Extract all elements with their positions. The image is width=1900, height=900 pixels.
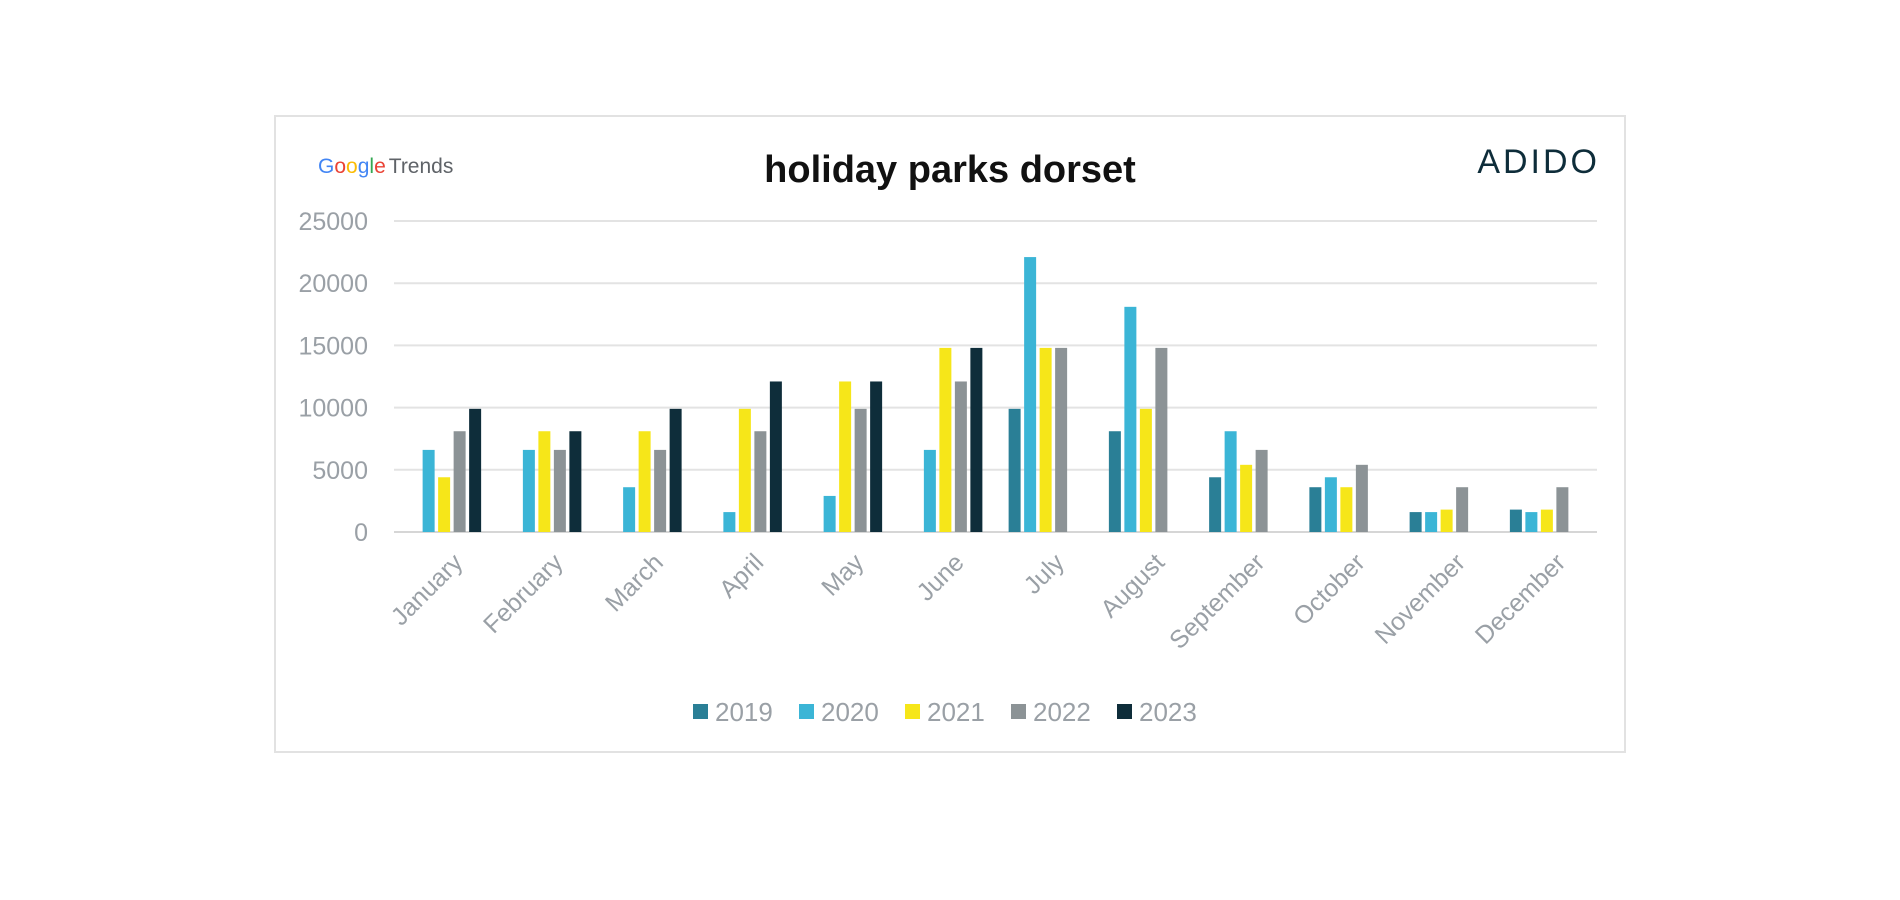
- bar-2022-january: [453, 431, 466, 532]
- bar-2020-february: [522, 449, 535, 532]
- bar-2022-september: [1255, 449, 1268, 532]
- bar-2022-june: [954, 381, 967, 532]
- bar-2019-july: [1008, 408, 1021, 532]
- chart-title: holiday parks dorset: [764, 149, 1136, 191]
- x-tick-label: September: [1164, 548, 1270, 654]
- bar-2020-december: [1525, 512, 1538, 532]
- x-tick-label: November: [1370, 548, 1471, 649]
- bar-2022-april: [754, 431, 767, 532]
- bar-2022-october: [1355, 464, 1368, 532]
- bar-2021-december: [1540, 509, 1553, 532]
- bar-2021-august: [1139, 408, 1152, 532]
- adido-logo: ADIDO: [1477, 143, 1600, 181]
- x-tick-label: February: [478, 548, 569, 639]
- legend-swatch-2020: [799, 704, 814, 719]
- x-tick-label: August: [1095, 548, 1170, 623]
- bar-2023-may: [870, 381, 883, 532]
- bar-2022-july: [1055, 347, 1068, 532]
- bar-2021-june: [939, 347, 952, 532]
- bar-2022-may: [854, 408, 867, 532]
- logo-letter: l: [369, 155, 375, 178]
- bar-2021-november: [1440, 509, 1453, 532]
- logo-letter: e: [374, 155, 386, 178]
- bar-2020-november: [1425, 512, 1438, 532]
- logo-suffix: Trends: [388, 155, 454, 178]
- logo-letter: G: [318, 155, 335, 178]
- x-tick-label: October: [1288, 548, 1371, 631]
- bar-2022-march: [654, 449, 667, 532]
- x-tick-label: December: [1470, 548, 1571, 649]
- x-tick-label: May: [816, 548, 870, 602]
- bar-2023-april: [769, 381, 782, 532]
- legend-label-2021: 2021: [927, 697, 985, 727]
- logo-letter: o: [334, 155, 347, 178]
- x-tick-label: April: [714, 548, 769, 603]
- bar-2021-may: [839, 381, 852, 532]
- bar-2019-december: [1509, 509, 1522, 532]
- bar-2022-november: [1456, 487, 1469, 532]
- bar-2022-december: [1556, 487, 1569, 532]
- bar-2023-january: [469, 408, 482, 532]
- bar-2021-march: [638, 431, 651, 532]
- bar-2020-october: [1324, 477, 1337, 532]
- legend-swatch-2019: [693, 704, 708, 719]
- bar-2021-february: [538, 431, 551, 532]
- bar-2020-march: [623, 487, 636, 532]
- bar-2022-february: [553, 449, 566, 532]
- legend-swatch-2021: [905, 704, 920, 719]
- bar-2020-august: [1124, 306, 1137, 532]
- bar-2023-march: [669, 408, 682, 532]
- logo-letter: o: [346, 155, 358, 178]
- y-tick-label: 10000: [298, 395, 368, 423]
- x-tick-label: June: [911, 548, 969, 606]
- bar-2020-july: [1024, 257, 1037, 532]
- bar-2023-june: [970, 347, 983, 532]
- bar-2019-august: [1108, 431, 1121, 532]
- x-tick-label: January: [386, 548, 469, 631]
- y-tick-label: 5000: [312, 457, 368, 485]
- bar-2021-january: [438, 477, 451, 532]
- logo-letter: g: [357, 155, 370, 178]
- bar-2023-february: [569, 431, 582, 532]
- bar-2020-may: [823, 495, 836, 532]
- bar-2021-october: [1340, 487, 1353, 532]
- bar-2019-november: [1409, 512, 1422, 532]
- bar-2020-january: [422, 449, 435, 532]
- legend-label-2023: 2023: [1139, 697, 1197, 727]
- google-trends-logo: Google Trends: [318, 155, 453, 179]
- legend-label-2020: 2020: [821, 697, 879, 727]
- y-tick-label: 20000: [298, 270, 368, 298]
- bar-2020-september: [1224, 431, 1237, 532]
- x-tick-label: July: [1019, 548, 1071, 600]
- y-tick-label: 25000: [298, 208, 368, 236]
- bar-2021-july: [1039, 347, 1052, 532]
- legend-label-2022: 2022: [1033, 697, 1091, 727]
- bar-2019-october: [1309, 487, 1322, 532]
- bar-2020-june: [923, 449, 936, 532]
- legend-label-2019: 2019: [715, 697, 773, 727]
- bar-2021-april: [738, 408, 751, 532]
- legend-swatch-2022: [1011, 704, 1026, 719]
- bar-2022-august: [1155, 347, 1168, 532]
- bar-2019-september: [1209, 477, 1222, 532]
- y-tick-label: 15000: [298, 332, 368, 360]
- y-tick-label: 0: [354, 519, 368, 547]
- bar-2021-september: [1240, 464, 1253, 532]
- legend-swatch-2023: [1117, 704, 1132, 719]
- x-tick-label: March: [600, 548, 669, 617]
- bar-2020-april: [723, 512, 736, 532]
